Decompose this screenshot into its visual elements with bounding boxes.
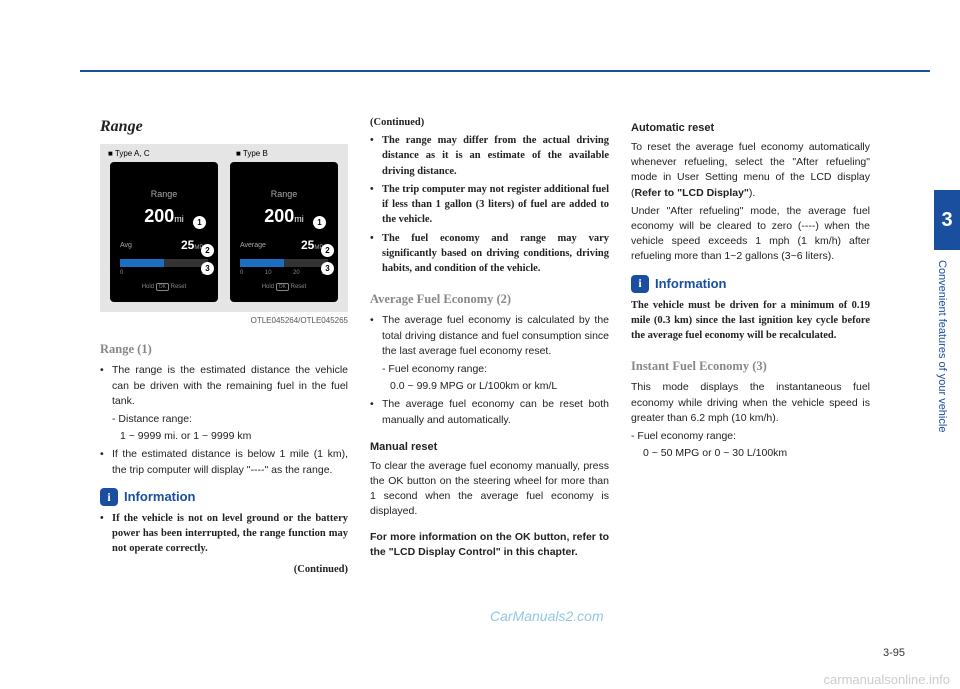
- info-icon: i: [100, 488, 118, 506]
- continued-2: (Continued): [370, 115, 609, 130]
- range-label-a: Range: [118, 188, 210, 201]
- avg-label-b: Average: [240, 241, 266, 251]
- cont-2: The trip computer may not register addit…: [382, 182, 609, 228]
- watermark: CarManuals2.com: [490, 608, 604, 624]
- range-desc: The range is the estimated distance the …: [112, 363, 348, 409]
- range-label-b: Range: [238, 188, 330, 201]
- fuel-range-val: 0.0 ~ 99.9 MPG or L/100km or km/L: [370, 379, 609, 394]
- instant-range-val: 0 ~ 50 MPG or 0 ~ 30 L/100km: [631, 446, 870, 461]
- continued-1: (Continued): [100, 562, 348, 577]
- column-3: Automatic reset To reset the average fue…: [631, 115, 870, 578]
- range-title: Range: [100, 115, 348, 138]
- avg-label-a: Avg: [120, 241, 132, 251]
- cluster-figure: ■ Type A, C ■ Type B Range 200mi Avg25MP…: [100, 144, 348, 312]
- info-icon-2: i: [631, 275, 649, 293]
- fig-label-b: ■ Type B: [236, 148, 268, 160]
- info-text-1: If the vehicle is not on level ground or…: [112, 511, 348, 557]
- ok-button-ref: For more information on the OK button, r…: [370, 530, 609, 560]
- cluster-type-a: Range 200mi Avg25MPG 050 Hold OK Reset 1…: [110, 162, 218, 302]
- fig-label-a: ■ Type A, C: [108, 148, 150, 160]
- figure-code: OTLE045264/OTLE045265: [251, 315, 348, 327]
- gauge-bar-b: [240, 259, 328, 267]
- info-label: Information: [124, 488, 196, 507]
- cont-1: The range may differ from the actual dri…: [382, 133, 609, 179]
- cont-3: The fuel economy and range may vary sign…: [382, 231, 609, 277]
- content-area: Range ■ Type A, C ■ Type B Range 200mi A…: [100, 115, 870, 578]
- gauge-bar-a: [120, 259, 208, 267]
- range-1-title: Range (1): [100, 340, 348, 358]
- info-label-2: Information: [655, 275, 727, 294]
- auto-reset-text-1: To reset the average fuel economy automa…: [631, 140, 870, 201]
- auto-reset-text-2: Under "After refueling" mode, the averag…: [631, 204, 870, 265]
- auto-reset-title: Automatic reset: [631, 121, 870, 137]
- chapter-side-text: Convenient features of your vehicle: [936, 260, 956, 600]
- column-1: Range ■ Type A, C ■ Type B Range 200mi A…: [100, 115, 348, 578]
- footer-watermark: carmanualsonline.info: [824, 672, 950, 687]
- manual-reset-title: Manual reset: [370, 440, 609, 456]
- manual-reset-text: To clear the average fuel economy manual…: [370, 459, 609, 520]
- avg-fuel-title: Average Fuel Economy (2): [370, 290, 609, 308]
- fuel-range-label: - Fuel economy range:: [370, 362, 609, 377]
- instant-fuel-title: Instant Fuel Economy (3): [631, 357, 870, 375]
- dist-range-val: 1 ~ 9999 mi. or 1 ~ 9999 km: [100, 429, 348, 444]
- top-rule: [80, 70, 930, 72]
- avg-desc: The average fuel economy is calculated b…: [382, 313, 609, 359]
- instant-range-label: - Fuel economy range:: [631, 429, 870, 444]
- page-number: 3-95: [883, 647, 905, 659]
- info-text-2: The vehicle must be driven for a minimum…: [631, 298, 870, 344]
- dist-range-label: - Distance range:: [100, 412, 348, 427]
- instant-desc: This mode displays the instantaneous fue…: [631, 380, 870, 426]
- chapter-tab: 3: [934, 190, 960, 250]
- column-2: (Continued) •The range may differ from t…: [370, 115, 609, 578]
- range-below: If the estimated distance is below 1 mil…: [112, 447, 348, 477]
- cluster-type-b: Range 200mi Average25MPG 0102030 Hold OK…: [230, 162, 338, 302]
- avg-reset: The average fuel economy can be reset bo…: [382, 397, 609, 427]
